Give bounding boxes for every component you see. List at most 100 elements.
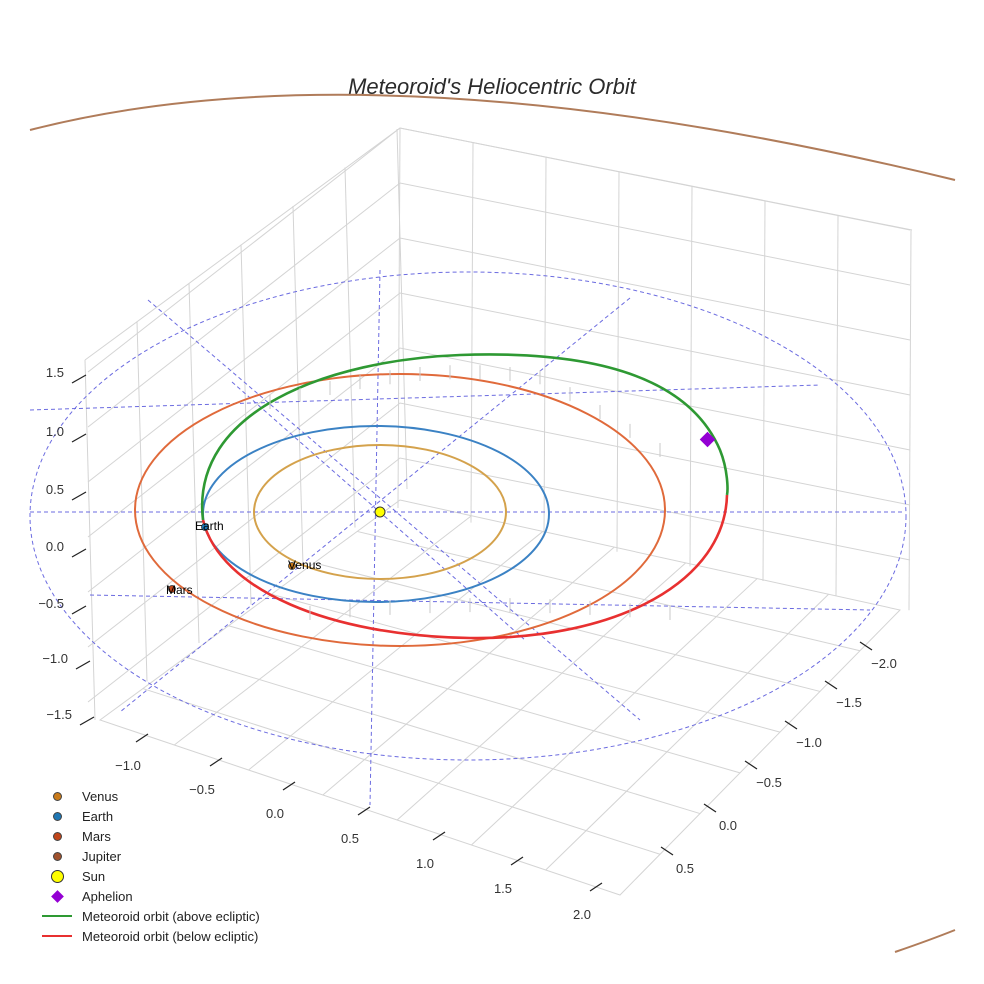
grid-line	[543, 157, 547, 538]
z-tick-mark	[71, 605, 87, 615]
z-tick-mark	[75, 660, 91, 670]
legend: Venus Earth Mars Jupiter Sun Aphelion Meteoroi…	[40, 786, 260, 946]
grid-line	[908, 230, 912, 611]
z-tick-mark	[71, 491, 87, 501]
x-tick-mark	[357, 806, 371, 816]
legend-label: Meteoroid orbit (above ecliptic)	[82, 908, 260, 924]
grid-line	[142, 688, 661, 855]
ecliptic-spoke	[369, 269, 381, 806]
grid-line	[136, 321, 148, 682]
grid-line	[84, 359, 96, 721]
venus-label: Venus	[288, 558, 321, 572]
ecliptic-spoke	[29, 384, 821, 411]
legend-item: Aphelion	[40, 886, 260, 906]
x-tick-mark	[589, 882, 603, 892]
grid-line	[188, 282, 200, 644]
legend-item: Earth	[40, 806, 260, 826]
jupiter-orbit-lower	[894, 929, 956, 953]
z-tick-mark	[79, 716, 95, 726]
grid-line	[87, 237, 911, 483]
z-tick-mark	[71, 433, 87, 443]
legend-marker	[40, 846, 74, 866]
grid-line	[271, 593, 781, 733]
legend-label: Sun	[82, 868, 106, 884]
x-tick-label: −1.0	[115, 758, 141, 773]
y-tick-label: −1.0	[796, 735, 822, 750]
grid-line	[87, 402, 911, 648]
legend-item: Jupiter	[40, 846, 260, 866]
grid-line	[762, 200, 766, 582]
x-tick-mark	[209, 757, 223, 767]
z-tick-label: −0.5	[38, 596, 64, 611]
z-tick-label: −1.5	[46, 707, 72, 722]
y-tick-mark	[744, 760, 758, 770]
y-tick-mark	[824, 680, 838, 690]
earth-label: Earth	[195, 519, 224, 533]
mars-label: Mars	[166, 583, 193, 597]
ecliptic-spoke	[147, 299, 641, 721]
y-tick-label: −0.5	[756, 775, 782, 790]
grid-line	[835, 215, 839, 596]
legend-item: Mars	[40, 826, 260, 846]
z-tick-label: −1.0	[42, 651, 68, 666]
x-tick-mark	[432, 831, 446, 841]
meteoroid-orbit-above	[200, 353, 729, 521]
y-tick-mark	[784, 720, 798, 730]
grid-line	[344, 167, 356, 528]
venus-orbit	[253, 444, 507, 580]
x-tick-label: 1.0	[416, 856, 434, 871]
legend-marker	[40, 786, 74, 806]
z-tick-label: 1.5	[46, 365, 64, 380]
orbits	[29, 93, 956, 953]
mars-orbit	[134, 373, 666, 647]
legend-marker	[40, 826, 74, 846]
grid-line	[616, 171, 620, 552]
y-tick-mark	[703, 803, 717, 813]
grid-line	[248, 531, 544, 771]
x-tick-mark	[135, 733, 149, 743]
grid-line	[87, 182, 911, 428]
legend-marker	[40, 806, 74, 826]
legend-label: Venus	[82, 788, 119, 804]
legend-label: Aphelion	[82, 888, 133, 904]
grid-line	[87, 292, 911, 538]
legend-item: Meteoroid orbit (above ecliptic)	[40, 906, 260, 926]
ecliptic-ring	[29, 271, 907, 761]
z-tick-mark	[71, 374, 87, 384]
grid-line	[185, 656, 701, 815]
z-tick-label: 0.5	[46, 482, 64, 497]
y-tick-label: −1.5	[836, 695, 862, 710]
axes-grid	[84, 127, 913, 896]
tick-labels: −1.0 −0.5 0.0 0.5 1.0 1.5 2.0 −2.0 −1.5 −1.0 −0.5 0…	[38, 365, 897, 922]
grid-line	[228, 625, 741, 774]
ecliptic-spoke	[119, 297, 631, 713]
z-tick-label: 0.0	[46, 539, 64, 554]
grid-line	[240, 244, 252, 605]
y-tick-label: 0.5	[676, 861, 694, 876]
jupiter-orbit	[29, 93, 956, 181]
grid-line	[470, 142, 474, 523]
mars-marker	[168, 585, 176, 593]
grid-line	[322, 546, 615, 796]
ecliptic-spoke	[231, 381, 526, 641]
grid-line	[87, 347, 911, 593]
grid-line	[396, 128, 408, 490]
grid-line	[357, 530, 861, 652]
x-tick-label: 1.5	[494, 881, 512, 896]
y-tick-label: 0.0	[719, 818, 737, 833]
grid-line	[87, 127, 911, 373]
grid-line	[471, 578, 758, 846]
legend-item: Meteoroid orbit (below ecliptic)	[40, 926, 260, 946]
grid-line	[173, 515, 472, 746]
legend-label: Jupiter	[82, 848, 122, 864]
x-tick-label: 0.5	[341, 831, 359, 846]
z-tick-label: 1.0	[46, 424, 64, 439]
z-tick-mark	[71, 548, 87, 558]
floor-edge	[98, 499, 901, 896]
legend-item: Sun	[40, 866, 260, 886]
legend-label: Meteoroid orbit (below ecliptic)	[82, 928, 259, 944]
y-tick-label: −2.0	[871, 656, 897, 671]
legend-marker	[40, 886, 74, 906]
earth-marker	[201, 523, 209, 531]
